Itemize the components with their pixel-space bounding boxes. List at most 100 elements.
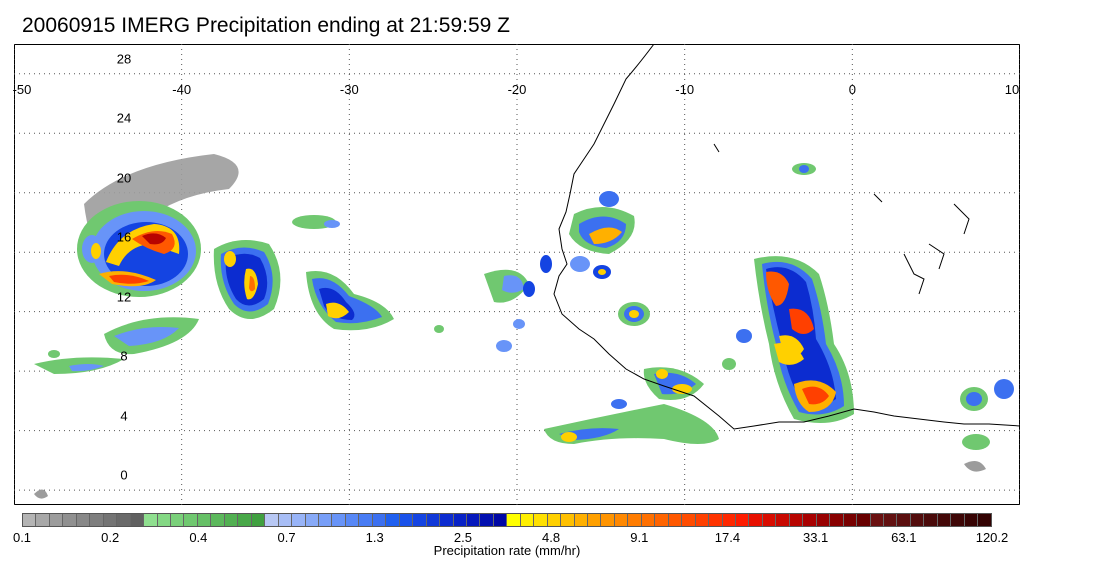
- colorbar-segment: [332, 514, 346, 526]
- colorbar-segment: [951, 514, 965, 526]
- colorbar-segment: [924, 514, 938, 526]
- colorbar-segment: [655, 514, 669, 526]
- colorbar-segment: [857, 514, 871, 526]
- colorbar-segment: [251, 514, 266, 526]
- colorbar-segment: [978, 514, 991, 526]
- colorbar-segment: [224, 514, 239, 526]
- colorbar-segment: [453, 514, 467, 526]
- colorbar-segment: [937, 514, 952, 526]
- colorbar-tick-label: 120.2: [975, 530, 1009, 545]
- colorbar-segment: [816, 514, 831, 526]
- lat-tick-label: 4: [120, 408, 128, 424]
- colorbar-segment: [776, 514, 790, 526]
- colorbar-segment: [90, 514, 104, 526]
- colorbar-segment: [76, 514, 91, 526]
- colorbar-segment: [507, 514, 521, 526]
- colorbar-tick-label: 9.1: [630, 530, 649, 545]
- colorbar-label: Precipitation rate (mm/hr): [433, 543, 581, 558]
- colorbar-tick-label: 17.4: [714, 530, 741, 545]
- colorbar-segment: [117, 514, 131, 526]
- colorbar-segment: [265, 514, 279, 526]
- colorbar-segment: [668, 514, 683, 526]
- lon-tick-label: -50: [12, 82, 32, 97]
- colorbar-segment: [534, 514, 548, 526]
- colorbar-segment: [682, 514, 696, 526]
- colorbar-segment: [884, 514, 898, 526]
- inland-lakes: [713, 143, 970, 295]
- colorbar-segment: [722, 514, 737, 526]
- colorbar-segment: [641, 514, 656, 526]
- colorbar-segment: [897, 514, 911, 526]
- colorbar-segment: [614, 514, 629, 526]
- colorbar-segment: [466, 514, 481, 526]
- colorbar-segment: [305, 514, 319, 526]
- colorbar-segment: [399, 514, 414, 526]
- lat-tick-label: 24: [116, 110, 132, 126]
- colorbar-segment: [278, 514, 293, 526]
- colorbar-tick-label: 63.1: [891, 530, 917, 545]
- colorbar-segment: [601, 514, 615, 526]
- colorbar-segment: [709, 514, 723, 526]
- colorbar-segment: [23, 514, 37, 526]
- colorbar-segment: [130, 514, 145, 526]
- colorbar-segment: [372, 514, 387, 526]
- colorbar-tick-label: 0.2: [101, 530, 120, 545]
- colorbar-segment: [830, 514, 844, 526]
- colorbar-tick-label: 2.5: [453, 530, 472, 545]
- lon-tick-label: -20: [507, 82, 527, 97]
- colorbar-tick-label: 0.4: [189, 530, 208, 545]
- colorbar-segment: [426, 514, 441, 526]
- colorbar-segment: [49, 514, 64, 526]
- colorbar-segment: [386, 514, 400, 526]
- lon-tick-label: -30: [339, 82, 359, 97]
- colorbar-segment: [749, 514, 763, 526]
- colorbar-segment: [480, 514, 494, 526]
- colorbar-segment: [144, 514, 158, 526]
- colorbar-segment: [493, 514, 508, 526]
- colorbar-segment: [561, 514, 575, 526]
- colorbar-segment: [843, 514, 858, 526]
- colorbar-segment: [588, 514, 602, 526]
- colorbar-segment: [628, 514, 642, 526]
- colorbar-segment: [910, 514, 925, 526]
- lat-tick-label: 16: [116, 229, 132, 245]
- lon-tick-label: -40: [172, 82, 192, 97]
- lon-tick-label: -10: [675, 82, 695, 97]
- colorbar-segment: [197, 514, 212, 526]
- lon-tick-label: 10: [1004, 82, 1020, 97]
- colorbar-segment: [520, 514, 535, 526]
- colorbar-segment: [318, 514, 333, 526]
- lat-tick-label: 0: [120, 467, 128, 483]
- colorbar-segment: [170, 514, 185, 526]
- map-title: 20060915 IMERG Precipitation ending at 2…: [22, 14, 510, 37]
- colorbar-segment: [359, 514, 373, 526]
- colorbar-segment: [103, 514, 118, 526]
- colorbar-segment: [789, 514, 804, 526]
- lat-tick-label: 28: [116, 51, 132, 67]
- colorbar-segment: [184, 514, 198, 526]
- precipitation-map: -50 -40 -30 -20 -10 0 10 28 24 20 16 12 8 4 0: [12, 44, 1020, 505]
- lat-tick-label: 20: [116, 170, 132, 186]
- precipitation-colorbar: [22, 513, 992, 527]
- colorbar-segment: [238, 514, 252, 526]
- colorbar-segment: [413, 514, 427, 526]
- colorbar-segment: [736, 514, 750, 526]
- colorbar-segment: [440, 514, 454, 526]
- africa-coastline: [553, 44, 1020, 430]
- colorbar-tick-label: 1.3: [365, 530, 384, 545]
- lon-tick-label: 0: [848, 82, 856, 97]
- colorbar-segment: [870, 514, 884, 526]
- colorbar-segment: [762, 514, 777, 526]
- colorbar-segment: [211, 514, 225, 526]
- map-canvas: [14, 44, 1020, 505]
- colorbar-segment: [574, 514, 589, 526]
- colorbar-segment: [292, 514, 306, 526]
- precipitation-field: [34, 154, 1014, 499]
- colorbar-segment: [547, 514, 562, 526]
- colorbar-segment: [345, 514, 360, 526]
- colorbar-segment: [36, 514, 50, 526]
- colorbar-segment: [695, 514, 710, 526]
- colorbar-tick-label: 33.1: [802, 530, 829, 545]
- colorbar-tick-label: 0.7: [277, 530, 296, 545]
- lat-tick-label: 8: [120, 348, 128, 364]
